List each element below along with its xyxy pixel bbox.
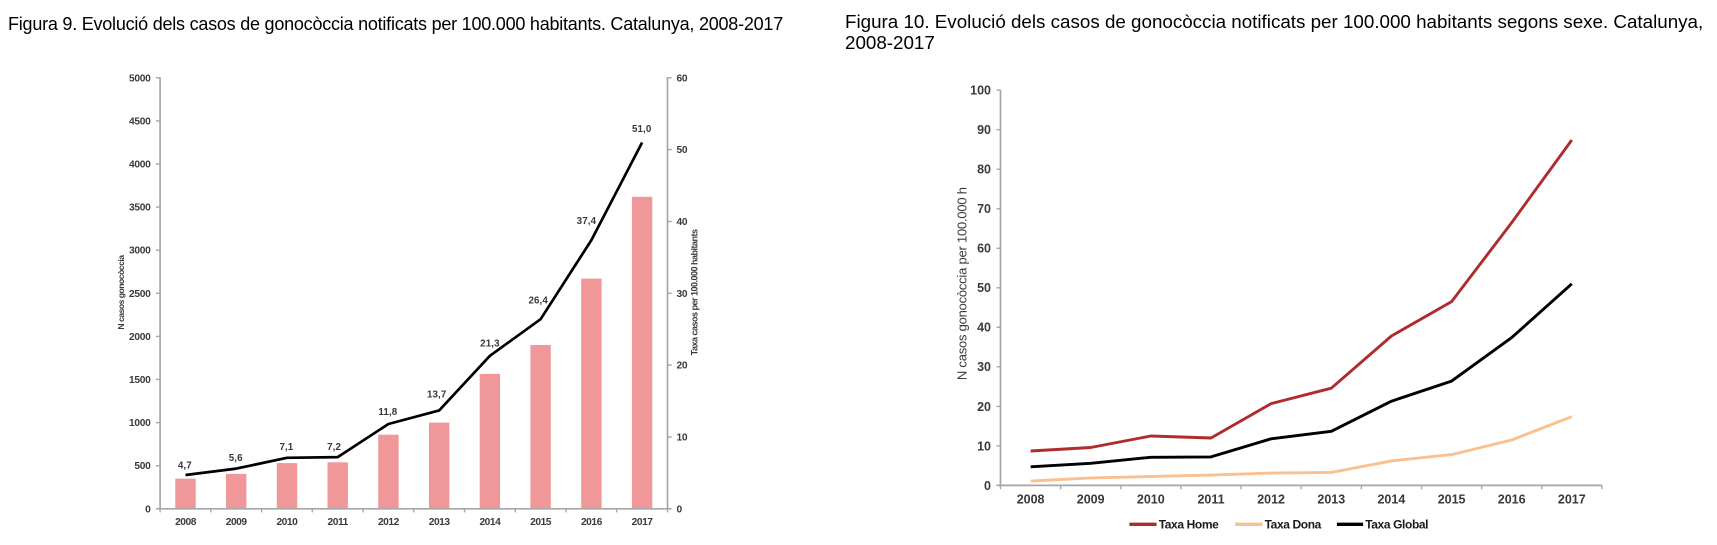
svg-text:20: 20 xyxy=(977,400,991,414)
svg-text:40: 40 xyxy=(977,321,991,335)
svg-text:4,7: 4,7 xyxy=(178,460,192,471)
svg-text:2016: 2016 xyxy=(1498,493,1526,507)
svg-text:Taxa Dona: Taxa Dona xyxy=(1265,518,1322,532)
svg-text:2016: 2016 xyxy=(581,517,603,528)
svg-text:2008: 2008 xyxy=(175,517,197,528)
svg-text:Taxa casos per 100.000 habitan: Taxa casos per 100.000 habitants xyxy=(689,229,699,355)
svg-text:80: 80 xyxy=(977,163,991,177)
svg-text:2011: 2011 xyxy=(1197,493,1224,507)
svg-text:5,6: 5,6 xyxy=(229,453,243,464)
svg-text:Taxa Home: Taxa Home xyxy=(1159,518,1219,532)
svg-text:40: 40 xyxy=(677,217,688,228)
svg-text:3500: 3500 xyxy=(129,203,151,214)
svg-text:2010: 2010 xyxy=(276,517,298,528)
svg-text:2017: 2017 xyxy=(632,517,654,528)
svg-text:2011: 2011 xyxy=(328,517,349,528)
svg-text:30: 30 xyxy=(677,289,688,300)
svg-text:2008: 2008 xyxy=(1017,493,1045,507)
svg-text:2014: 2014 xyxy=(479,517,501,528)
svg-text:2012: 2012 xyxy=(378,517,400,528)
svg-text:30: 30 xyxy=(977,360,991,374)
svg-text:500: 500 xyxy=(134,461,151,472)
svg-text:2013: 2013 xyxy=(429,517,451,528)
svg-text:1500: 1500 xyxy=(129,375,151,386)
svg-text:2015: 2015 xyxy=(1438,493,1466,507)
svg-text:2012: 2012 xyxy=(1257,493,1285,507)
svg-text:2013: 2013 xyxy=(1317,493,1345,507)
svg-text:5000: 5000 xyxy=(129,73,151,84)
svg-text:21,3: 21,3 xyxy=(480,339,500,350)
svg-text:7,1: 7,1 xyxy=(279,442,293,453)
svg-text:50: 50 xyxy=(977,281,991,295)
svg-text:60: 60 xyxy=(977,242,991,256)
svg-text:70: 70 xyxy=(977,202,991,216)
svg-text:11,8: 11,8 xyxy=(378,407,397,418)
svg-text:51,0: 51,0 xyxy=(632,124,652,135)
svg-text:0: 0 xyxy=(984,479,991,493)
svg-text:13,7: 13,7 xyxy=(427,389,447,400)
svg-text:7,2: 7,2 xyxy=(327,442,341,453)
svg-text:50: 50 xyxy=(677,145,688,156)
svg-text:N casos gonocòccia: N casos gonocòccia xyxy=(116,255,126,330)
svg-text:37,4: 37,4 xyxy=(577,216,597,227)
svg-text:26,4: 26,4 xyxy=(528,296,548,307)
svg-text:0: 0 xyxy=(145,504,151,515)
svg-text:10: 10 xyxy=(677,433,688,444)
svg-text:Taxa Global: Taxa Global xyxy=(1365,518,1428,532)
svg-text:100: 100 xyxy=(970,84,991,98)
svg-text:2010: 2010 xyxy=(1137,493,1165,507)
svg-text:2015: 2015 xyxy=(530,517,552,528)
svg-text:60: 60 xyxy=(677,73,688,84)
svg-text:2000: 2000 xyxy=(129,332,151,343)
svg-text:2014: 2014 xyxy=(1377,493,1405,507)
svg-text:2017: 2017 xyxy=(1558,493,1586,507)
svg-text:20: 20 xyxy=(677,361,688,372)
svg-text:N casos gonocòccia per 100.000: N casos gonocòccia per 100.000 h xyxy=(955,187,970,380)
svg-text:2009: 2009 xyxy=(226,517,248,528)
svg-text:2009: 2009 xyxy=(1077,493,1105,507)
svg-text:3000: 3000 xyxy=(129,246,151,257)
svg-text:4000: 4000 xyxy=(129,160,151,171)
svg-text:10: 10 xyxy=(977,439,991,453)
svg-text:4500: 4500 xyxy=(129,116,151,127)
svg-text:0: 0 xyxy=(677,504,683,515)
svg-text:90: 90 xyxy=(977,123,991,137)
svg-text:1000: 1000 xyxy=(129,418,151,429)
svg-text:2500: 2500 xyxy=(129,289,151,300)
